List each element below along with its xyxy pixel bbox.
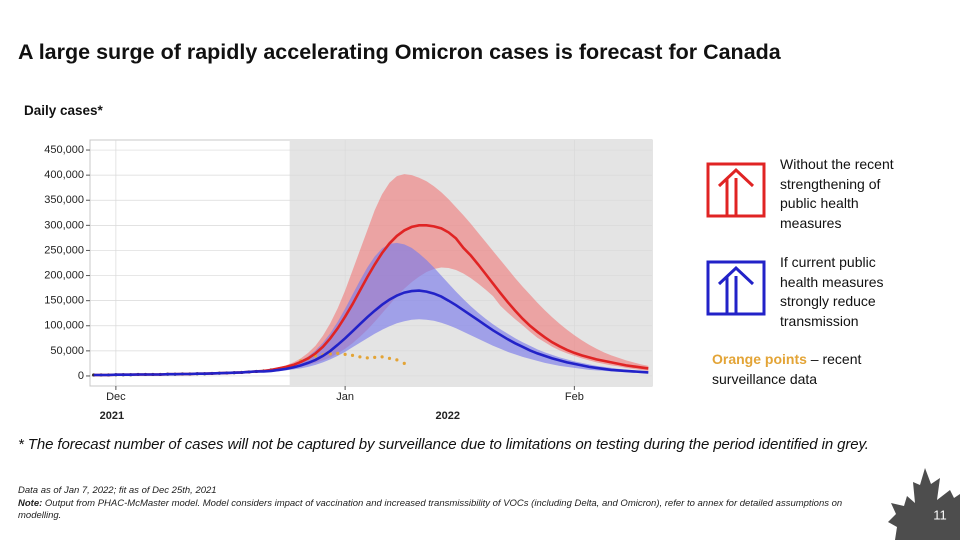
data-point [350,353,355,357]
legend-arrow [717,265,755,314]
y-tick-label: 150,000 [44,295,84,307]
year-label: 2021 [100,410,124,422]
footer: Data as of Jan 7, 2022; fit as of Dec 25… [18,485,878,523]
legend-points: Orange points – recent surveillance data [712,350,902,389]
y-tick-label: 250,000 [44,244,84,256]
data-point [328,352,332,356]
data-point [365,356,369,360]
y-tick-label: 200,000 [44,269,84,281]
data-point [395,358,399,362]
data-note: Data as of Jan 7, 2022; fit as of Dec 25… [18,485,217,496]
x-tick-label: Dec [106,391,126,403]
note-label: Note: [18,497,43,509]
data-point [402,361,406,366]
note-text: Output from PHAC-McMaster model. Model c… [18,497,843,522]
maple-leaf [888,468,960,540]
data-point [358,355,362,359]
plot: 0 50,000 100,000 150,000 200,000 250,000 300,0… [44,139,653,422]
year-label: 2022 [435,410,459,422]
y-tick-label: 450,000 [44,144,84,156]
data-point [380,355,384,359]
legend-label: Orange points [712,351,807,367]
footnote: * The forecast number of cases will not … [18,436,869,453]
legend-icon [706,260,766,316]
x-tick-label: Jan [336,391,354,403]
y-tick-label: 100,000 [44,320,84,332]
page-number: 11 [933,507,947,522]
y-tick-label: 300,000 [44,219,84,231]
y-tick-label: 50,000 [50,345,84,357]
legend-label: If current public health measures strong… [780,254,884,329]
uncertainty-band [93,242,649,375]
y-tick-label: 400,000 [44,169,84,181]
data-point [336,351,340,355]
data-point [343,352,347,356]
series-line [93,289,649,377]
y-tick-label: 350,000 [44,194,84,206]
slide-title: A large surge of rapidly accelerating Om… [18,40,781,64]
y-tick-label: 0 [78,370,84,382]
legend-description: – recent surveillance data [712,351,862,387]
legend-label: Without the recent strengthening of publ… [780,156,894,231]
note: Note: Output from PHAC-McMaster model. M… [18,498,878,523]
legend-arrow [717,167,755,216]
legend-icon [706,162,766,218]
data-point [387,356,392,360]
y-axis-label: Daily cases* [24,103,103,118]
data-point [373,355,377,359]
x-tick-label: Feb [565,391,584,403]
